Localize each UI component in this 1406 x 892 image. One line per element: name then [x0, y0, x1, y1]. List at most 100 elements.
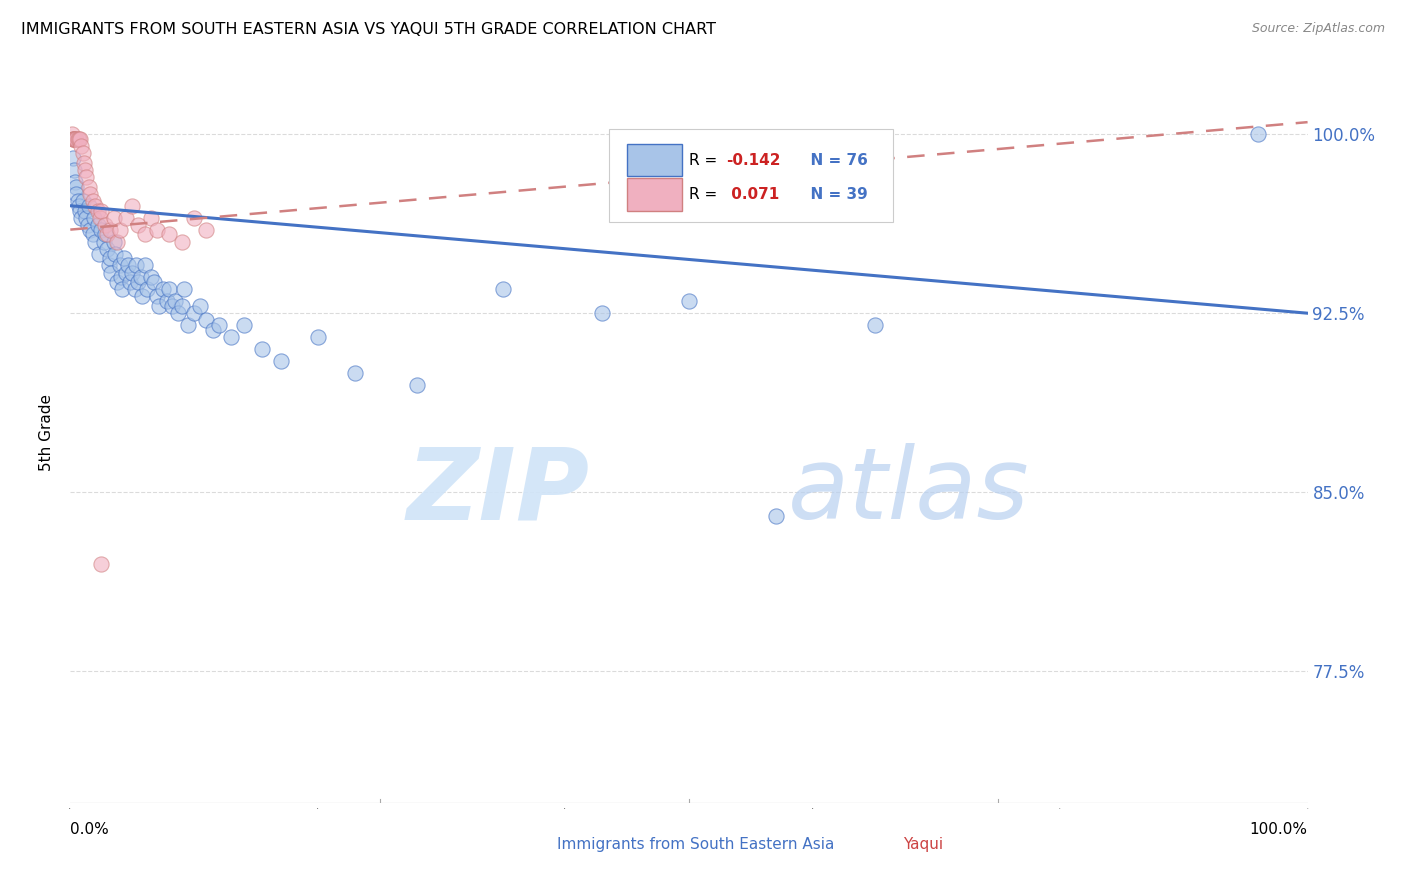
FancyBboxPatch shape: [627, 144, 682, 177]
FancyBboxPatch shape: [509, 834, 548, 854]
Point: [1247, 127, 1270, 141]
Point: [127, 275, 149, 289]
Point: [90, 203, 112, 218]
Point: [62, 151, 84, 165]
Point: [72, 146, 94, 161]
Point: [63, 132, 86, 146]
Point: [69, 132, 91, 146]
Point: [62, 132, 84, 146]
Point: [86, 203, 108, 218]
Point: [77, 179, 100, 194]
Point: [105, 235, 128, 249]
Point: [84, 235, 107, 249]
Point: [115, 266, 138, 280]
Point: [195, 222, 218, 236]
FancyBboxPatch shape: [627, 178, 682, 211]
Point: [66, 194, 89, 208]
Point: [94, 227, 117, 242]
Point: [208, 318, 231, 333]
Point: [157, 282, 180, 296]
Point: [127, 218, 149, 232]
Point: [87, 246, 110, 260]
Point: [75, 162, 97, 177]
Point: [63, 162, 86, 177]
Point: [165, 294, 187, 309]
Point: [76, 218, 98, 232]
Point: [117, 259, 139, 273]
Point: [173, 282, 195, 296]
Text: -0.142: -0.142: [725, 153, 780, 168]
Point: [94, 218, 117, 232]
Point: [108, 259, 131, 273]
Point: [678, 294, 700, 309]
Point: [97, 259, 120, 273]
Point: [170, 299, 193, 313]
Point: [72, 194, 94, 208]
Point: [82, 227, 104, 242]
Point: [591, 306, 613, 320]
Point: [75, 170, 97, 185]
Point: [167, 306, 190, 320]
Point: [405, 377, 427, 392]
Point: [121, 266, 143, 280]
Point: [79, 186, 101, 201]
Text: 0.071: 0.071: [725, 186, 779, 202]
Point: [156, 294, 179, 309]
Point: [65, 186, 87, 201]
Text: R =: R =: [689, 153, 723, 168]
Point: [86, 218, 108, 232]
Point: [96, 227, 118, 242]
Point: [492, 282, 515, 296]
Point: [65, 132, 87, 146]
Point: [136, 282, 159, 296]
Point: [69, 203, 91, 218]
Point: [146, 222, 169, 236]
Point: [177, 318, 200, 333]
Text: IMMIGRANTS FROM SOUTH EASTERN ASIA VS YAQUI 5TH GRADE CORRELATION CHART: IMMIGRANTS FROM SOUTH EASTERN ASIA VS YA…: [21, 22, 716, 37]
Point: [89, 211, 111, 225]
Point: [65, 132, 87, 146]
Point: [131, 289, 153, 303]
Point: [104, 246, 127, 260]
Point: [250, 342, 273, 356]
Point: [70, 139, 93, 153]
Point: [201, 323, 224, 337]
Point: [124, 282, 146, 296]
Point: [143, 275, 166, 289]
Point: [90, 222, 112, 236]
Point: [62, 132, 84, 146]
Point: [75, 203, 97, 218]
Point: [100, 266, 122, 280]
Point: [103, 211, 125, 225]
Text: Source: ZipAtlas.com: Source: ZipAtlas.com: [1251, 22, 1385, 36]
Point: [115, 211, 138, 225]
Point: [219, 330, 242, 344]
Point: [65, 179, 87, 194]
Point: [98, 252, 121, 266]
Point: [105, 275, 128, 289]
Point: [103, 235, 125, 249]
Point: [863, 318, 886, 333]
Point: [134, 227, 156, 242]
Point: [77, 199, 100, 213]
Point: [157, 227, 180, 242]
Point: [152, 282, 174, 296]
Point: [195, 313, 218, 327]
Text: atlas: atlas: [787, 443, 1029, 541]
Point: [65, 175, 87, 189]
Point: [83, 211, 105, 225]
Point: [67, 132, 90, 146]
Point: [148, 299, 170, 313]
Point: [270, 354, 292, 368]
Point: [70, 211, 93, 225]
Point: [134, 259, 156, 273]
Point: [183, 306, 205, 320]
Point: [82, 194, 104, 208]
Point: [139, 270, 162, 285]
Point: [60, 127, 83, 141]
Point: [110, 270, 132, 285]
Point: [188, 299, 211, 313]
Point: [139, 211, 162, 225]
Point: [125, 259, 148, 273]
Y-axis label: 5th Grade: 5th Grade: [39, 394, 55, 471]
